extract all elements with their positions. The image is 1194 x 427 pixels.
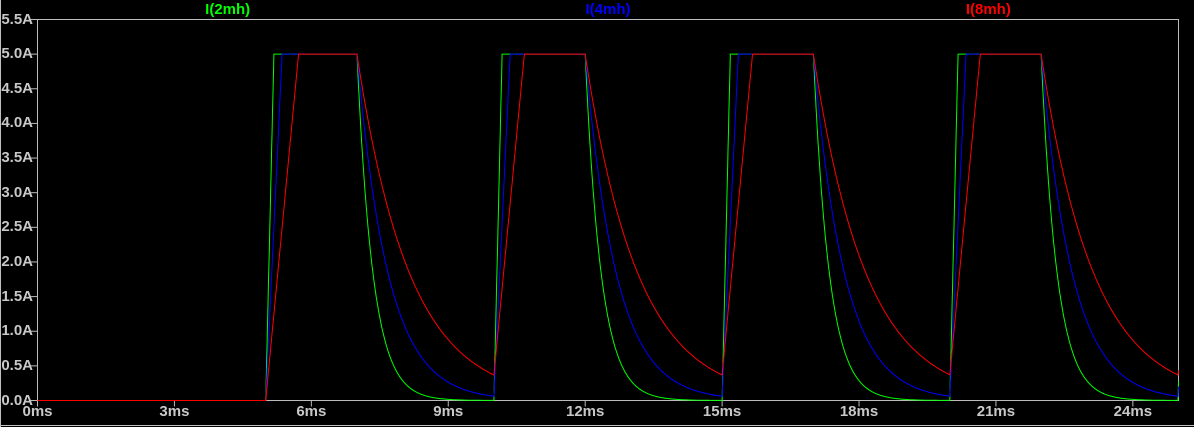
x-tick-label: 24ms	[1113, 403, 1153, 420]
x-tick-label: 21ms	[976, 403, 1016, 420]
y-tick-label: 4.5A	[1, 79, 33, 97]
y-tick-label: 1.0A	[1, 322, 33, 340]
x-tick-label: 9ms	[433, 403, 464, 420]
x-tick-label: 18ms	[839, 403, 879, 420]
trace-i8mh	[37, 53, 1179, 401]
x-tick-label: 12ms	[565, 403, 605, 420]
trace-i4mh	[37, 53, 1179, 401]
y-tick-label: 5.5A	[1, 10, 33, 28]
legend-item-i2mh[interactable]: I(2mh)	[205, 1, 251, 18]
y-tick-label: 2.5A	[1, 218, 33, 236]
y-tick-label: 2.0A	[1, 252, 33, 270]
y-tick-label: 0.0A	[1, 391, 33, 409]
y-tick-label: 0.5A	[1, 356, 33, 374]
legend-item-i4mh[interactable]: I(4mh)	[585, 1, 631, 18]
y-tick-label: 5.0A	[1, 45, 33, 63]
trace-i2mh	[37, 53, 1179, 401]
y-tick-label: 3.5A	[1, 149, 33, 167]
y-tick-label: 1.5A	[1, 287, 33, 305]
x-tick-label: 0ms	[22, 403, 53, 420]
x-tick-label: 3ms	[159, 403, 190, 420]
y-tick-label: 3.0A	[1, 183, 33, 201]
y-tick-label: 4.0A	[1, 114, 33, 132]
legend-item-i8mh[interactable]: I(8mh)	[965, 1, 1011, 18]
x-tick-label: 6ms	[296, 403, 327, 420]
plot-border	[37, 19, 1179, 401]
x-tick-label: 15ms	[702, 403, 742, 420]
